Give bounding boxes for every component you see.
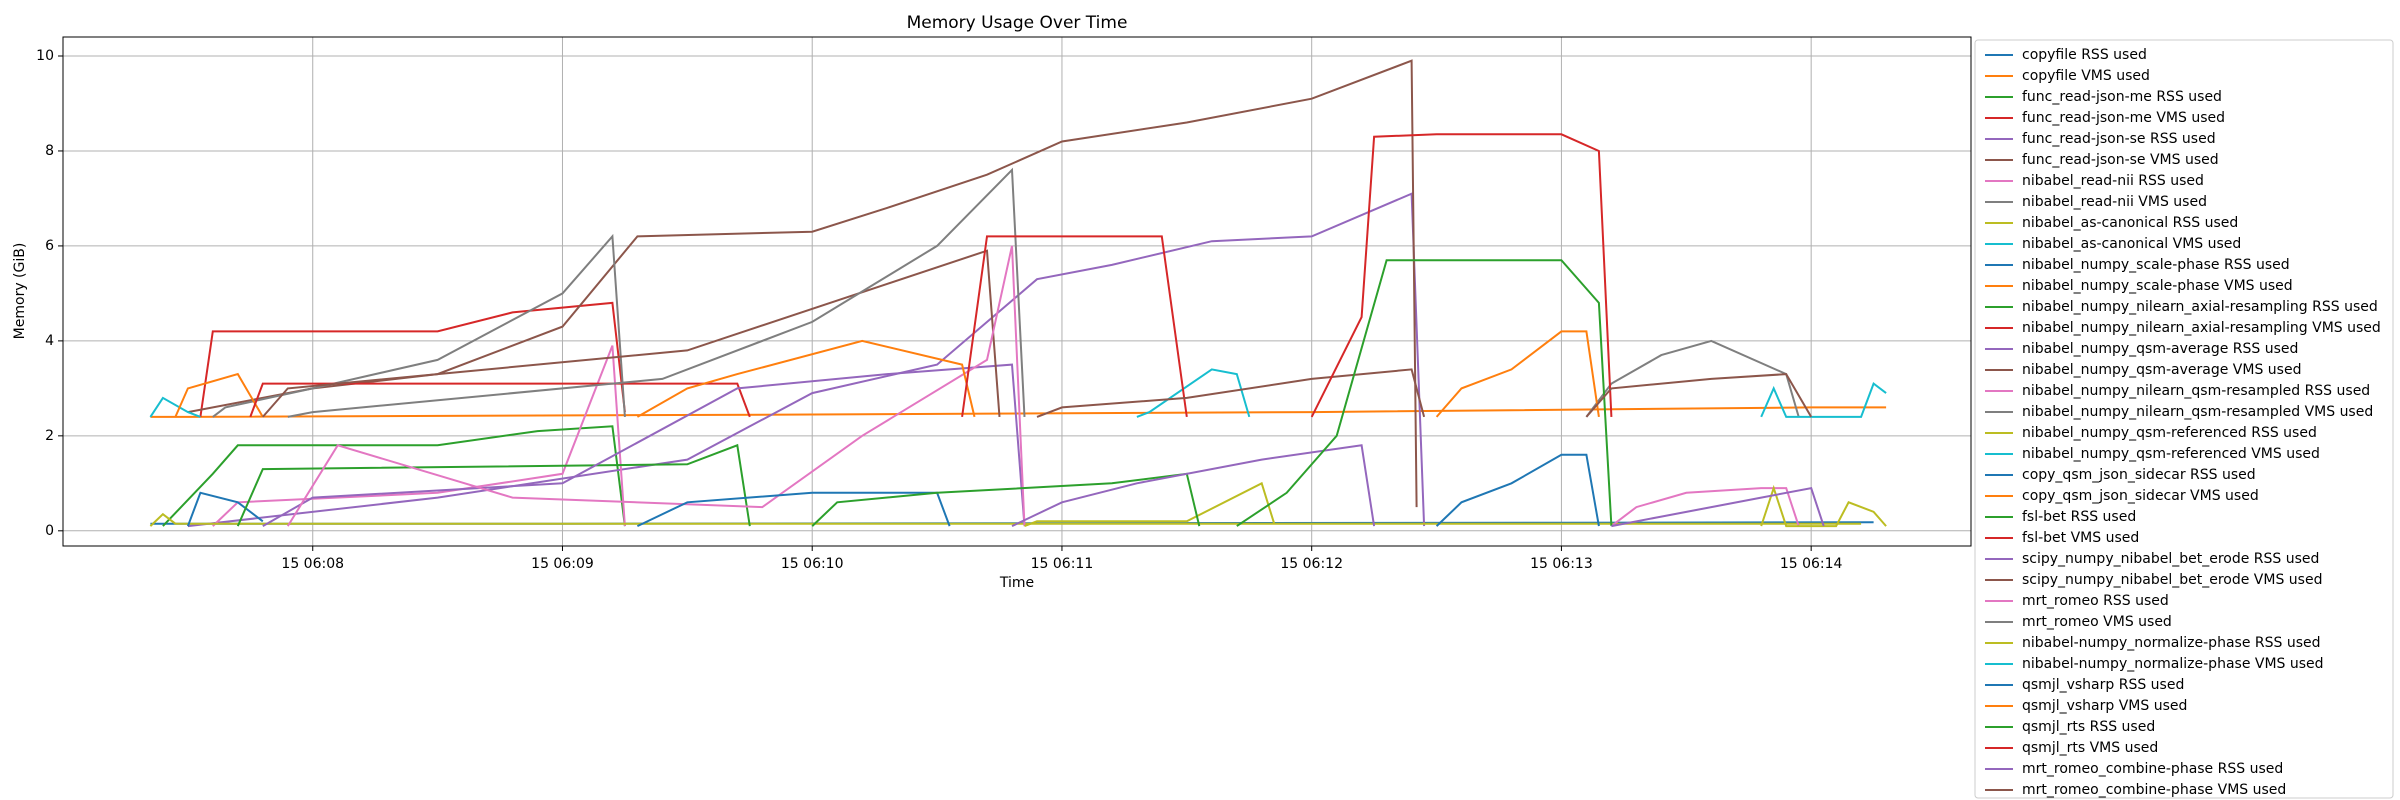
legend-label: func_read-json-me RSS used — [2022, 89, 2222, 105]
legend-label: nibabel_read-nii RSS used — [2022, 173, 2204, 189]
series-line — [212, 345, 626, 527]
series-line — [249, 382, 751, 418]
series-line — [961, 235, 1188, 418]
plot-frame — [62, 36, 1972, 547]
legend-label: qsmjl_rts VMS used — [2022, 740, 2158, 756]
series-line — [286, 245, 1026, 527]
y-tick-label: 0 — [45, 523, 54, 539]
legend-label: nibabel_as-canonical RSS used — [2022, 215, 2238, 231]
series-line — [287, 167, 1026, 418]
y-tick-label: 10 — [36, 48, 54, 64]
x-tick-label: 15 06:10 — [781, 556, 844, 572]
legend-label: nibabel-numpy_normalize-phase VMS used — [2022, 656, 2324, 672]
series-line — [1760, 484, 1887, 528]
series-line — [150, 406, 1887, 418]
y-tick-label: 8 — [45, 143, 54, 159]
series-line — [262, 363, 1026, 527]
y-tick-label: 4 — [45, 333, 54, 349]
series-line — [636, 339, 976, 418]
series-line — [149, 512, 1862, 527]
legend-label: copy_qsm_json_sidecar VMS used — [2022, 488, 2259, 504]
series-line — [162, 425, 626, 527]
series-line — [199, 301, 626, 418]
series-line — [212, 233, 626, 418]
series-line — [262, 249, 1001, 418]
series-line — [1036, 368, 1426, 418]
x-tick-label: 15 06:13 — [1530, 556, 1593, 572]
legend-label: qsmjl_vsharp VMS used — [2022, 698, 2187, 714]
series-line — [1435, 453, 1600, 527]
series-line — [636, 491, 951, 528]
series-line — [186, 491, 264, 527]
series-line — [1136, 368, 1251, 418]
y-tick-label: 2 — [45, 428, 54, 444]
x-tick-label: 15 06:12 — [1280, 556, 1343, 572]
series-line — [187, 59, 1418, 508]
legend-label: mrt_romeo RSS used — [2022, 593, 2169, 609]
legend-label: nibabel_numpy_nilearn_axial-resampling R… — [2022, 299, 2378, 315]
legend-label: nibabel_as-canonical VMS used — [2022, 236, 2241, 252]
legend-label: qsmjl_vsharp RSS used — [2022, 677, 2184, 693]
x-tick-label: 15 06:11 — [1031, 556, 1094, 572]
series-line — [1610, 487, 1800, 527]
series-line — [1024, 481, 1276, 528]
legend-label: scipy_numpy_nibabel_bet_erode VMS used — [2022, 572, 2322, 588]
series-line — [1760, 381, 1887, 418]
series-line — [149, 396, 201, 418]
legend-box — [1974, 39, 2394, 799]
legend-label: copy_qsm_json_sidecar RSS used — [2022, 467, 2256, 483]
x-tick-label: 15 06:09 — [531, 556, 594, 572]
series-line — [1585, 339, 1800, 418]
series-line — [1585, 373, 1813, 418]
legend-label: nibabel_numpy_nilearn_qsm-resampled RSS … — [2022, 383, 2370, 399]
legend-label: func_read-json-se RSS used — [2022, 131, 2216, 147]
legend-label: mrt_romeo VMS used — [2022, 614, 2172, 630]
legend-label: fsl-bet VMS used — [2022, 530, 2139, 546]
series-line — [1310, 133, 1613, 418]
legend-label: func_read-json-me VMS used — [2022, 110, 2225, 126]
legend-label: mrt_romeo_combine-phase VMS used — [2022, 782, 2286, 798]
legend-label: copyfile VMS used — [2022, 68, 2150, 84]
legend-label: func_read-json-se VMS used — [2022, 152, 2219, 168]
y-axis-label: Memory (GiB) — [12, 243, 28, 340]
series-line — [811, 472, 1201, 527]
legend-label: fsl-bet RSS used — [2022, 509, 2136, 525]
x-tick-label: 15 06:14 — [1780, 556, 1843, 572]
series-line — [1611, 486, 1825, 528]
series-line — [187, 192, 1426, 528]
legend-label: nibabel_numpy_qsm-average RSS used — [2022, 341, 2298, 357]
chart-title: Memory Usage Over Time — [907, 13, 1128, 33]
legend-label: mrt_romeo_combine-phase RSS used — [2022, 761, 2283, 777]
x-tick-label: 15 06:08 — [281, 556, 344, 572]
legend-label: nibabel_numpy_nilearn_axial-resampling V… — [2022, 320, 2381, 336]
legend-label: qsmjl_rts RSS used — [2022, 719, 2155, 735]
legend-label: nibabel_numpy_qsm-referenced VMS used — [2022, 446, 2320, 462]
legend-label: nibabel_numpy_nilearn_qsm-resampled VMS … — [2022, 404, 2373, 420]
legend-label: scipy_numpy_nibabel_bet_erode RSS used — [2022, 551, 2319, 567]
legend-label: nibabel_numpy_scale-phase VMS used — [2022, 278, 2293, 294]
x-axis-label: Time — [999, 575, 1034, 591]
legend-label: nibabel-numpy_normalize-phase RSS used — [2022, 635, 2321, 651]
legend-label: nibabel_read-nii VMS used — [2022, 194, 2207, 210]
series-line — [1011, 444, 1376, 528]
series-line — [174, 372, 264, 418]
legend-label: nibabel_numpy_qsm-referenced RSS used — [2022, 425, 2317, 441]
y-tick-label: 6 — [45, 238, 54, 254]
legend-label: copyfile RSS used — [2022, 47, 2147, 63]
series-line — [236, 443, 751, 527]
series-line — [1236, 259, 1613, 527]
legend-label: nibabel_numpy_qsm-average VMS used — [2022, 362, 2301, 378]
series-line — [1435, 330, 1600, 418]
legend-label: nibabel_numpy_scale-phase RSS used — [2022, 257, 2290, 273]
